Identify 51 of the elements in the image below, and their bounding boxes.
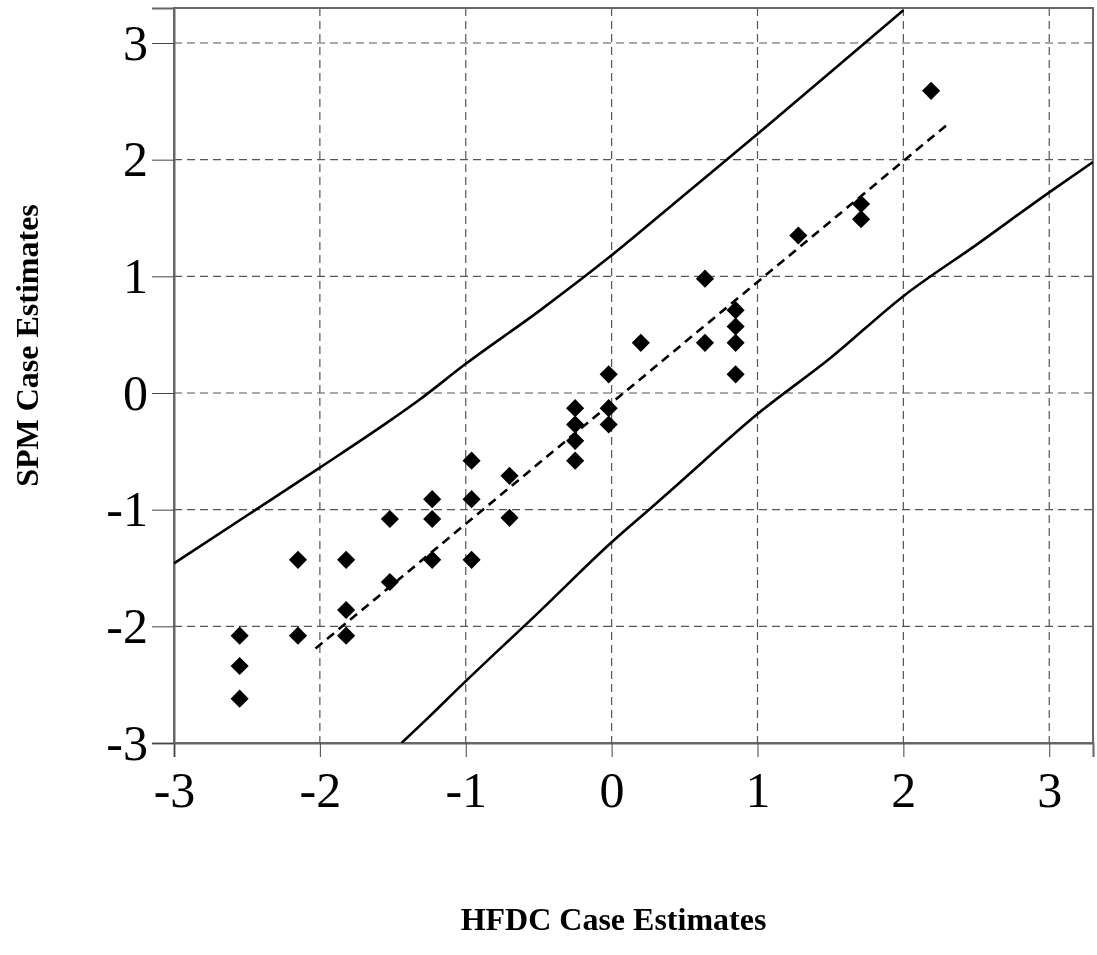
point [380,509,399,529]
point [230,656,249,676]
line-series [400,160,1093,743]
point [288,550,308,569]
y-tick-label: -1 [106,481,148,538]
x-tick-label: -2 [299,761,342,818]
y-axis-title: SPM Case Estimates [9,204,45,487]
point [851,210,871,229]
point [695,333,715,352]
point [288,626,308,645]
x-tick-label: 3 [1037,761,1063,818]
point [726,317,745,336]
y-tick-label: 0 [123,364,148,421]
point [230,626,249,645]
point [566,399,585,418]
point [500,508,519,527]
point [462,490,481,509]
x-tick-label: -1 [445,761,488,818]
point [599,415,618,434]
x-tick-label: 2 [891,761,917,818]
point [631,333,650,352]
point [726,365,745,384]
point [462,451,481,470]
x-axis-title: HFDC Case Estimates [460,901,767,937]
point [851,194,871,214]
x-tick-label: 1 [745,761,771,818]
line-series [174,9,905,565]
x-tick-label: 0 [599,761,625,818]
point [462,550,481,569]
y-tick-label: -3 [106,714,148,771]
point [599,365,618,384]
point [726,301,745,320]
point [566,431,585,450]
point [423,509,442,529]
point [726,333,745,352]
y-tick-label: 2 [123,131,148,188]
point [695,269,715,288]
point [566,451,585,470]
y-tick-label: -2 [106,597,148,654]
point [230,689,249,708]
point [500,466,519,485]
point [566,415,585,434]
y-tick-label: 1 [123,247,148,304]
point [337,626,356,645]
point [337,600,356,620]
point [423,490,442,509]
point [922,81,941,100]
y-tick-label: 3 [123,14,148,71]
point [423,550,442,569]
point [789,226,808,245]
point [337,550,356,569]
